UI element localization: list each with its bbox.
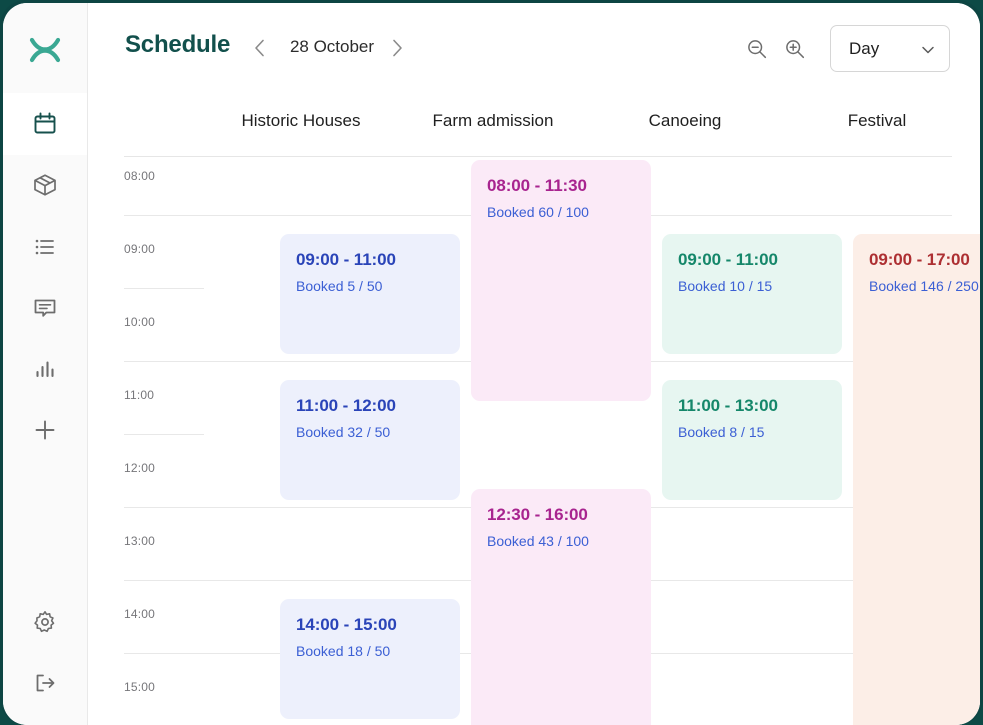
column-header: Canoeing <box>648 111 722 130</box>
brand-logo-icon <box>28 36 62 64</box>
sidebar-item-logout[interactable] <box>3 652 87 714</box>
box-icon <box>32 172 58 198</box>
time-axis-label: 09:00 <box>124 242 156 256</box>
zoom-out-button[interactable] <box>743 35 771 63</box>
event-time-range: 09:00 - 17:00 <box>869 250 970 269</box>
schedule-calendar: Historic Houses Farm admission Canoeing Fes… <box>88 95 980 725</box>
sidebar-item-reports[interactable] <box>3 338 87 400</box>
event-card[interactable]: 08:00 - 11:30 Booked 60 / 100 <box>471 160 651 401</box>
chat-icon <box>32 295 58 321</box>
sidebar-item-calendar[interactable] <box>3 93 87 155</box>
event-booked-count: Booked 32 / 50 <box>296 424 391 440</box>
column-header: Festival <box>847 111 907 130</box>
column-header: Historic Houses <box>241 111 361 130</box>
event-time-range: 09:00 - 11:00 <box>296 250 396 269</box>
event-time-range: 08:00 - 11:30 <box>487 176 587 195</box>
calendar-icon <box>32 111 58 137</box>
zoom-out-icon <box>748 40 767 59</box>
event-card[interactable]: 11:00 - 13:00 Booked 8 / 15 <box>662 380 842 500</box>
time-axis-label: 13:00 <box>124 534 156 548</box>
sidebar-item-products[interactable] <box>3 154 87 216</box>
chevron-left-icon <box>254 39 264 57</box>
view-mode-value: Day <box>849 39 880 58</box>
event-card[interactable]: 09:00 - 11:00 Booked 5 / 50 <box>280 234 460 354</box>
current-date-label: 28 October <box>289 37 375 56</box>
app-surface: Schedule 28 October <box>3 3 980 725</box>
event-booked-count: Booked 60 / 100 <box>487 204 589 220</box>
sidebar-item-orders[interactable] <box>3 216 87 278</box>
time-axis-label: 08:00 <box>124 169 156 183</box>
event-time-range: 11:00 - 13:00 <box>678 396 778 415</box>
column-header: Farm admission <box>432 111 554 130</box>
sidebar-item-settings[interactable] <box>3 591 87 653</box>
time-axis-label: 12:00 <box>124 461 156 475</box>
next-day-button[interactable] <box>385 34 409 62</box>
zoom-in-icon <box>786 40 805 59</box>
brand-logo <box>3 19 87 81</box>
prev-day-button[interactable] <box>247 34 271 62</box>
event-card[interactable]: 09:00 - 17:00 Booked 146 / 250 <box>853 234 980 725</box>
event-time-range: 09:00 - 11:00 <box>678 250 778 269</box>
grid-line <box>124 288 204 289</box>
page-header: Schedule 28 October <box>88 3 980 95</box>
event-time-range: 12:30 - 16:00 <box>487 505 588 524</box>
event-time-range: 11:00 - 12:00 <box>296 396 396 415</box>
gear-icon <box>32 609 58 635</box>
calendar-grid: 08:00 09:00 10:00 11:00 12:00 13:00 14:00 15:00… <box>88 157 980 725</box>
time-axis-label: 14:00 <box>124 607 156 621</box>
grid-line <box>124 434 204 435</box>
sidebar-item-messages[interactable] <box>3 277 87 339</box>
sidebar-nav <box>3 3 88 725</box>
event-booked-count: Booked 146 / 250 <box>869 278 979 294</box>
event-booked-count: Booked 18 / 50 <box>296 643 391 659</box>
event-card[interactable]: 14:00 - 15:00 Booked 18 / 50 <box>280 599 460 719</box>
view-mode-select[interactable]: Day <box>830 25 950 72</box>
chevron-right-icon <box>392 39 402 57</box>
event-card[interactable]: 12:30 - 16:00 Booked 43 / 100 <box>471 489 651 725</box>
event-booked-count: Booked 5 / 50 <box>296 278 383 294</box>
sidebar-item-add[interactable] <box>3 399 87 461</box>
zoom-in-button[interactable] <box>781 35 809 63</box>
time-axis-label: 11:00 <box>124 388 155 402</box>
event-booked-count: Booked 43 / 100 <box>487 533 589 549</box>
event-time-range: 14:00 - 15:00 <box>296 615 397 634</box>
plus-icon <box>32 417 58 443</box>
time-axis-label: 10:00 <box>124 315 156 329</box>
calendar-column-headers: Historic Houses Farm admission Canoeing Fes… <box>88 95 980 153</box>
event-card[interactable]: 09:00 - 11:00 Booked 10 / 15 <box>662 234 842 354</box>
logout-icon <box>32 670 58 696</box>
bar-chart-icon <box>32 356 58 382</box>
column-header-divider <box>124 156 952 157</box>
event-booked-count: Booked 10 / 15 <box>678 278 773 294</box>
chevron-down-icon <box>920 42 936 63</box>
page-title: Schedule <box>125 31 231 58</box>
event-booked-count: Booked 8 / 15 <box>678 424 765 440</box>
time-axis-label: 15:00 <box>124 680 156 694</box>
event-card[interactable]: 11:00 - 12:00 Booked 32 / 50 <box>280 380 460 500</box>
list-icon <box>32 234 58 260</box>
